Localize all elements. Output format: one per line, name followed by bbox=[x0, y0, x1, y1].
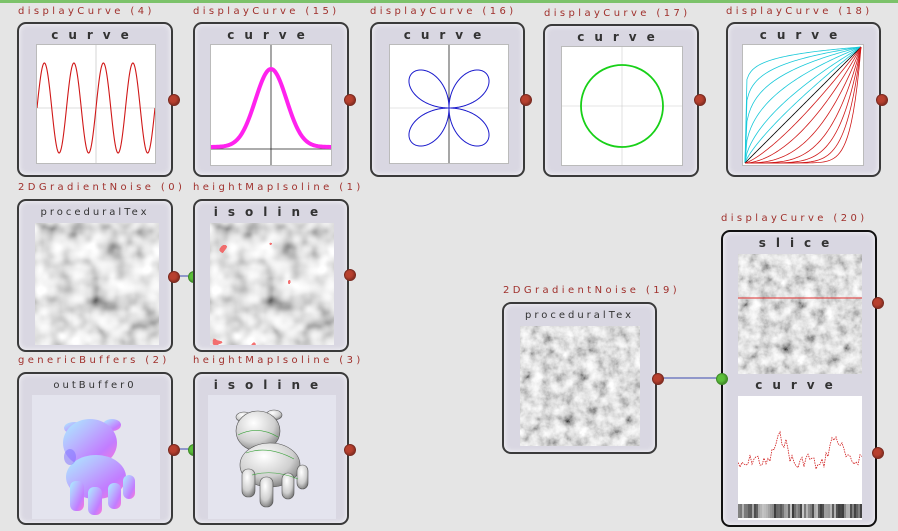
node-2d-gradient-noise-19[interactable]: proceduralTex bbox=[502, 302, 657, 454]
node-generic-buffers-2[interactable]: outBuffer0 bbox=[17, 372, 173, 525]
node-height-map-isoline-3[interactable]: isoline bbox=[193, 372, 349, 525]
circle-curve bbox=[580, 64, 664, 148]
output-port[interactable] bbox=[168, 444, 180, 456]
panel-label-procedural-tex: proceduralTex bbox=[524, 310, 634, 321]
node-title-generic-buffers-2[interactable]: genericBuffers (2) bbox=[18, 355, 170, 366]
input-port[interactable] bbox=[716, 373, 728, 385]
curve-display bbox=[389, 44, 509, 164]
panel-label-curve: curve bbox=[403, 28, 492, 42]
node-height-map-isoline-1[interactable]: isoline bbox=[193, 199, 349, 352]
cow-model-isolines bbox=[235, 409, 309, 508]
rose-curve bbox=[408, 69, 490, 147]
node-title-display-curve-17[interactable]: displayCurve (17) bbox=[544, 8, 691, 19]
family-curve bbox=[744, 46, 862, 164]
node-title-display-curve-16[interactable]: displayCurve (16) bbox=[370, 6, 517, 17]
output-port[interactable] bbox=[876, 94, 888, 106]
panel-label-curve: curve bbox=[759, 28, 848, 42]
slice-curve bbox=[738, 430, 862, 471]
panel-label-procedural-tex: proceduralTex bbox=[40, 207, 150, 218]
slice-texture bbox=[738, 254, 862, 374]
node-display-curve-4[interactable]: curve bbox=[17, 22, 173, 177]
output-port[interactable] bbox=[344, 94, 356, 106]
panel-label-curve: curve bbox=[227, 28, 315, 42]
cow-model-normals bbox=[63, 419, 135, 515]
output-port[interactable] bbox=[652, 373, 664, 385]
output-port[interactable] bbox=[694, 94, 706, 106]
noise-texture bbox=[35, 223, 159, 345]
panel-label-curve: curve bbox=[755, 378, 843, 392]
curve-family-plot bbox=[744, 46, 862, 164]
family-curve bbox=[744, 46, 862, 164]
output-port[interactable] bbox=[168, 271, 180, 283]
node-display-curve-16[interactable]: curve bbox=[370, 22, 525, 177]
family-curve bbox=[744, 46, 862, 164]
sine-curve bbox=[37, 62, 155, 154]
family-curve bbox=[745, 46, 862, 164]
output-port[interactable] bbox=[872, 447, 884, 459]
node-title-height-map-isoline-3[interactable]: heightMapIsoline (3) bbox=[193, 355, 364, 366]
node-display-curve-20[interactable]: slice curve bbox=[721, 230, 877, 527]
output-port[interactable] bbox=[520, 94, 532, 106]
node-2d-gradient-noise-0[interactable]: proceduralTex bbox=[17, 199, 173, 352]
node-display-curve-17[interactable]: curve bbox=[543, 24, 699, 177]
panel-label-slice: slice bbox=[758, 236, 840, 250]
top-accent-bar bbox=[0, 0, 898, 3]
noise-texture bbox=[520, 326, 640, 446]
node-title-display-curve-4[interactable]: displayCurve (4) bbox=[18, 6, 155, 17]
isoline-overlay bbox=[210, 223, 334, 345]
family-curve bbox=[744, 46, 862, 164]
normal-buffer-view bbox=[32, 395, 160, 519]
isoline-model-view bbox=[208, 395, 336, 519]
output-port[interactable] bbox=[872, 297, 884, 309]
family-curve bbox=[744, 46, 862, 164]
curve-display bbox=[210, 44, 332, 166]
node-title-display-curve-15[interactable]: displayCurve (15) bbox=[193, 6, 340, 17]
node-display-curve-18[interactable]: curve bbox=[726, 22, 881, 177]
node-title-display-curve-20[interactable]: displayCurve (20) bbox=[721, 213, 868, 224]
family-curve bbox=[744, 46, 862, 164]
output-port[interactable] bbox=[344, 269, 356, 281]
family-curve bbox=[744, 46, 862, 164]
curve-display bbox=[561, 46, 683, 166]
slice-strip bbox=[738, 504, 862, 518]
panel-label-curve: curve bbox=[51, 28, 139, 42]
panel-label-isoline: isoline bbox=[213, 205, 329, 219]
family-curve bbox=[745, 46, 862, 164]
node-title-2d-gradient-noise-19[interactable]: 2DGradientNoise (19) bbox=[503, 285, 681, 296]
node-display-curve-15[interactable]: curve bbox=[193, 22, 349, 177]
output-port[interactable] bbox=[168, 94, 180, 106]
node-title-display-curve-18[interactable]: displayCurve (18) bbox=[726, 6, 873, 17]
family-curve bbox=[744, 46, 862, 164]
slice-curve-display bbox=[738, 396, 862, 520]
panel-label-out-buffer-0: outBuffer0 bbox=[53, 380, 137, 391]
curve-display bbox=[742, 44, 864, 166]
output-port[interactable] bbox=[344, 444, 356, 456]
panel-label-isoline: isoline bbox=[213, 378, 329, 392]
family-curve bbox=[744, 46, 862, 164]
curve-display bbox=[36, 44, 156, 164]
panel-label-curve: curve bbox=[577, 30, 665, 44]
gaussian-curve bbox=[211, 66, 331, 149]
node-title-height-map-isoline-1[interactable]: heightMapIsoline (1) bbox=[193, 182, 364, 193]
node-title-2d-gradient-noise-0[interactable]: 2DGradientNoise (0) bbox=[18, 182, 186, 193]
isoline-texture bbox=[210, 223, 334, 345]
